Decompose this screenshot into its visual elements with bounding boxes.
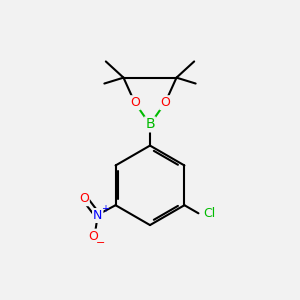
Text: O: O bbox=[130, 96, 140, 109]
Text: +: + bbox=[101, 204, 109, 214]
Text: O: O bbox=[160, 96, 170, 109]
Text: B: B bbox=[145, 117, 155, 131]
Text: Cl: Cl bbox=[203, 207, 215, 220]
Text: −: − bbox=[96, 238, 105, 248]
Text: O: O bbox=[88, 230, 98, 243]
Text: O: O bbox=[79, 192, 89, 205]
Text: N: N bbox=[93, 209, 102, 222]
